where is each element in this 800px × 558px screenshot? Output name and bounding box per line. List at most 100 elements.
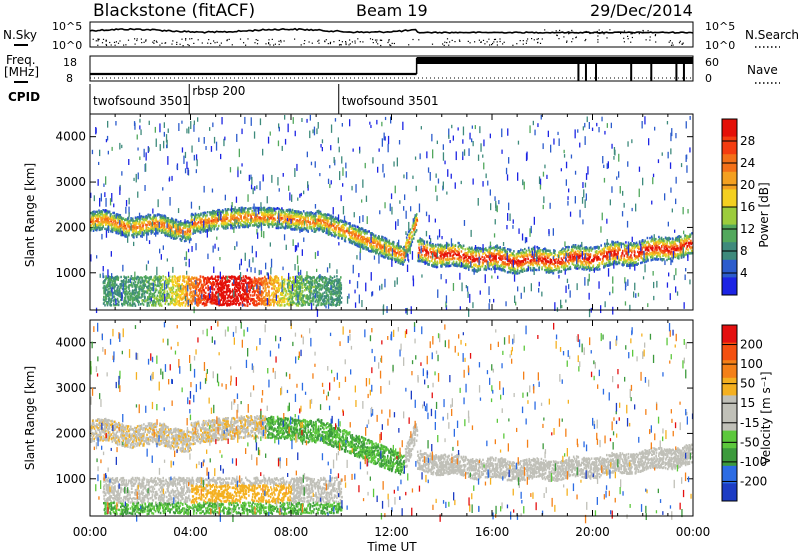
- x-tick-label: 08:00: [274, 525, 309, 539]
- nsearch-point: [280, 40, 281, 41]
- colorbar-tick-label: 15: [740, 396, 755, 410]
- freq-spike: [650, 57, 652, 81]
- colorbar-tick-label: -50: [740, 435, 760, 449]
- colorbar-segment: [722, 395, 737, 413]
- nsearch-point: [256, 39, 257, 40]
- nsearch-point: [480, 42, 481, 43]
- nsearch-point: [488, 39, 489, 40]
- nsearch-point: [558, 38, 559, 39]
- nsearch-point: [373, 42, 374, 43]
- nsearch-point: [185, 39, 186, 40]
- nsearch-point: [418, 39, 419, 40]
- nsearch-point: [187, 44, 188, 45]
- nsearch-point: [586, 31, 587, 32]
- nsearch-point: [226, 40, 227, 41]
- nsearch-point: [279, 44, 280, 45]
- nsearch-point: [669, 42, 670, 43]
- nsearch-point: [109, 42, 110, 43]
- nave-tick-top: 60: [705, 56, 719, 69]
- nsearch-point: [408, 44, 409, 45]
- velocity-frame: [90, 320, 693, 516]
- nsearch-point: [459, 40, 460, 41]
- noise-traces: [90, 29, 693, 47]
- nsearch-point: [301, 44, 302, 45]
- station-title: Blackstone (fitACF): [93, 1, 255, 21]
- nsearch-point: [214, 42, 215, 43]
- y-tick-label: 3000: [55, 381, 86, 395]
- colorbar-tick-label: 100: [740, 357, 763, 371]
- nsearch-point: [141, 42, 142, 43]
- nsearch-point: [257, 40, 258, 41]
- nsearch-point: [516, 43, 517, 44]
- nsearch-point: [387, 42, 388, 43]
- nsearch-point: [655, 35, 656, 36]
- colorbar-segment: [722, 189, 737, 207]
- nsearch-point: [448, 45, 449, 46]
- nsearch-point: [115, 45, 116, 46]
- colorbar-tick-label: 12: [740, 222, 755, 236]
- nsky-label: N.Sky: [3, 28, 37, 42]
- nsearch-point: [526, 40, 527, 41]
- nsearch-point: [606, 37, 607, 38]
- nsearch-point: [624, 41, 625, 42]
- nsearch-point: [597, 31, 598, 32]
- nsearch-point: [444, 45, 445, 46]
- nsearch-point: [566, 42, 567, 43]
- nsearch-point: [537, 39, 538, 40]
- beam-title: Beam 19: [356, 1, 428, 20]
- nsearch-point: [309, 41, 310, 42]
- nsearch-point: [345, 41, 346, 42]
- nsearch-point: [380, 45, 381, 46]
- colorbar-segment: [722, 225, 737, 243]
- power-ylabel: Slant Range [km]: [23, 163, 37, 267]
- cpid-label: CPID: [8, 90, 40, 104]
- nsearch-point: [345, 43, 346, 44]
- colorbar-segment: [722, 119, 737, 137]
- nsky-tick-top: 10^5: [52, 20, 82, 33]
- nsearch-point: [172, 40, 173, 41]
- nsearch-point: [484, 43, 485, 44]
- nsearch-point: [499, 38, 500, 39]
- nsearch-point: [571, 41, 572, 42]
- y-tick-label: 1000: [55, 266, 86, 280]
- colorbar-segment: [722, 277, 737, 295]
- cpid-segment-label: twofsound 3501: [93, 94, 190, 108]
- nsearch-point: [273, 45, 274, 46]
- nsearch-point: [571, 30, 572, 31]
- nsearch-point: [602, 31, 603, 32]
- nsearch-point: [446, 42, 447, 43]
- nsearch-point: [483, 40, 484, 41]
- nsearch-point: [333, 41, 334, 42]
- nsearch-point: [106, 40, 107, 41]
- nsearch-point: [497, 41, 498, 42]
- nsearch-point: [628, 38, 629, 39]
- nsearch-point: [339, 40, 340, 41]
- nsearch-point: [198, 39, 199, 40]
- nsearch-point: [500, 41, 501, 42]
- nsearch-point: [116, 41, 117, 42]
- colorbar-segment: [722, 137, 737, 155]
- y-tick-label: 2000: [55, 220, 86, 234]
- freq-spike: [595, 57, 597, 81]
- freq-label-line2: [MHz]: [4, 65, 39, 79]
- nsearch-point: [447, 38, 448, 39]
- nsearch-point: [597, 42, 598, 43]
- freq-nave-traces: [90, 57, 693, 81]
- nsearch-point: [493, 41, 494, 42]
- nsearch-point: [312, 43, 313, 44]
- nsky-tick-bottom: 10^0: [52, 39, 82, 52]
- nsearch-point: [627, 36, 628, 37]
- nsearch-point: [624, 30, 625, 31]
- y-tick-label: 3000: [55, 175, 86, 189]
- nsearch-point: [432, 44, 433, 45]
- nsearch-point: [454, 41, 455, 42]
- nsearch-point: [585, 40, 586, 41]
- nsearch-point: [119, 40, 120, 41]
- nsearch-point: [145, 39, 146, 40]
- nsearch-point: [632, 37, 633, 38]
- nsearch-point: [265, 43, 266, 44]
- freq-tick-bottom: 8: [66, 72, 73, 85]
- nsearch-point: [502, 43, 503, 44]
- nsearch-point: [156, 41, 157, 42]
